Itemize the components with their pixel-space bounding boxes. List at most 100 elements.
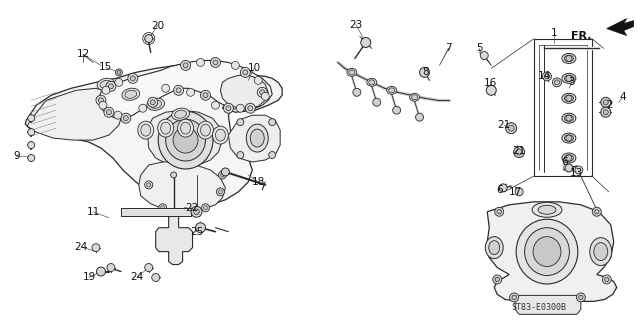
Circle shape (114, 111, 122, 119)
Circle shape (373, 98, 381, 106)
Circle shape (220, 173, 224, 177)
Text: 21: 21 (513, 146, 526, 156)
Circle shape (603, 110, 608, 115)
Ellipse shape (562, 53, 576, 63)
Circle shape (28, 129, 35, 136)
Circle shape (139, 104, 147, 112)
Ellipse shape (485, 237, 503, 259)
Text: 6: 6 (496, 185, 503, 195)
Ellipse shape (564, 75, 573, 82)
Circle shape (254, 76, 262, 84)
Circle shape (495, 277, 499, 282)
Ellipse shape (562, 133, 576, 143)
Ellipse shape (181, 122, 190, 134)
Ellipse shape (525, 228, 569, 276)
Circle shape (420, 68, 429, 77)
Circle shape (601, 107, 611, 117)
Circle shape (201, 90, 210, 100)
Circle shape (148, 97, 158, 107)
Ellipse shape (564, 155, 573, 161)
Circle shape (117, 71, 120, 74)
Circle shape (554, 80, 559, 85)
Circle shape (486, 85, 496, 95)
Circle shape (601, 97, 611, 107)
Circle shape (131, 76, 135, 81)
Circle shape (566, 155, 572, 161)
Circle shape (497, 210, 501, 214)
Ellipse shape (158, 119, 174, 137)
Text: 6: 6 (562, 157, 568, 167)
Polygon shape (131, 210, 192, 265)
Text: 17: 17 (508, 187, 522, 197)
Bar (121, 208, 190, 216)
Circle shape (150, 100, 155, 105)
Text: 10: 10 (248, 63, 261, 73)
Ellipse shape (247, 124, 268, 152)
Circle shape (152, 274, 160, 282)
Circle shape (231, 61, 240, 69)
Circle shape (552, 78, 561, 87)
Circle shape (115, 78, 123, 86)
Text: 11: 11 (87, 207, 99, 217)
Circle shape (213, 60, 218, 65)
Circle shape (513, 147, 525, 157)
Ellipse shape (138, 121, 154, 139)
Ellipse shape (594, 243, 608, 260)
Circle shape (182, 208, 190, 216)
Circle shape (201, 204, 210, 212)
Ellipse shape (389, 88, 395, 93)
Circle shape (578, 295, 583, 300)
Circle shape (211, 101, 219, 109)
Circle shape (147, 183, 151, 187)
Ellipse shape (175, 110, 187, 118)
Circle shape (545, 74, 550, 79)
Circle shape (237, 152, 244, 158)
Circle shape (226, 106, 231, 111)
Circle shape (196, 223, 206, 233)
Circle shape (145, 264, 153, 271)
Circle shape (506, 123, 517, 134)
Text: 24: 24 (75, 242, 88, 252)
Circle shape (493, 275, 502, 284)
Text: ST83-E0300B: ST83-E0300B (512, 303, 566, 312)
Circle shape (543, 72, 552, 81)
Circle shape (187, 88, 194, 96)
Ellipse shape (489, 241, 499, 255)
Circle shape (415, 113, 424, 121)
Ellipse shape (367, 78, 376, 86)
Polygon shape (515, 295, 581, 314)
Circle shape (353, 88, 361, 96)
Circle shape (28, 115, 35, 122)
Circle shape (203, 93, 208, 98)
Circle shape (495, 207, 504, 216)
Ellipse shape (562, 73, 576, 83)
Ellipse shape (564, 115, 573, 121)
Ellipse shape (369, 80, 375, 85)
Ellipse shape (410, 93, 420, 101)
Ellipse shape (173, 127, 198, 153)
Ellipse shape (412, 95, 418, 100)
Circle shape (96, 267, 106, 276)
Text: 12: 12 (76, 50, 90, 60)
Text: 9: 9 (13, 151, 20, 161)
Ellipse shape (158, 111, 213, 169)
Circle shape (106, 81, 116, 91)
Circle shape (594, 210, 599, 214)
Text: 5: 5 (476, 44, 483, 53)
Circle shape (222, 168, 229, 176)
Text: 8: 8 (422, 68, 429, 77)
Ellipse shape (564, 95, 573, 101)
Ellipse shape (590, 238, 612, 266)
Text: 25: 25 (190, 227, 203, 237)
Circle shape (176, 88, 181, 93)
Text: 13: 13 (570, 168, 583, 178)
Circle shape (104, 107, 114, 117)
Ellipse shape (150, 100, 162, 108)
Circle shape (240, 68, 250, 77)
Circle shape (603, 100, 608, 105)
Circle shape (508, 125, 514, 131)
Circle shape (197, 59, 204, 67)
Circle shape (576, 293, 585, 302)
Circle shape (224, 103, 233, 113)
Circle shape (210, 58, 220, 68)
